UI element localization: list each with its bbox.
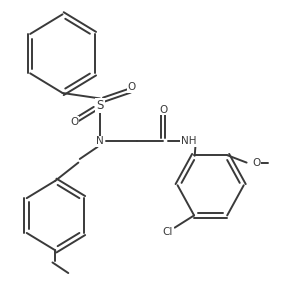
Text: N: N <box>96 136 104 147</box>
Text: O: O <box>159 105 167 115</box>
Text: Cl: Cl <box>162 227 173 237</box>
Text: NH: NH <box>181 136 197 147</box>
Text: O: O <box>70 117 78 127</box>
Text: O: O <box>127 82 136 92</box>
Text: O: O <box>252 157 261 168</box>
Text: S: S <box>96 98 104 112</box>
